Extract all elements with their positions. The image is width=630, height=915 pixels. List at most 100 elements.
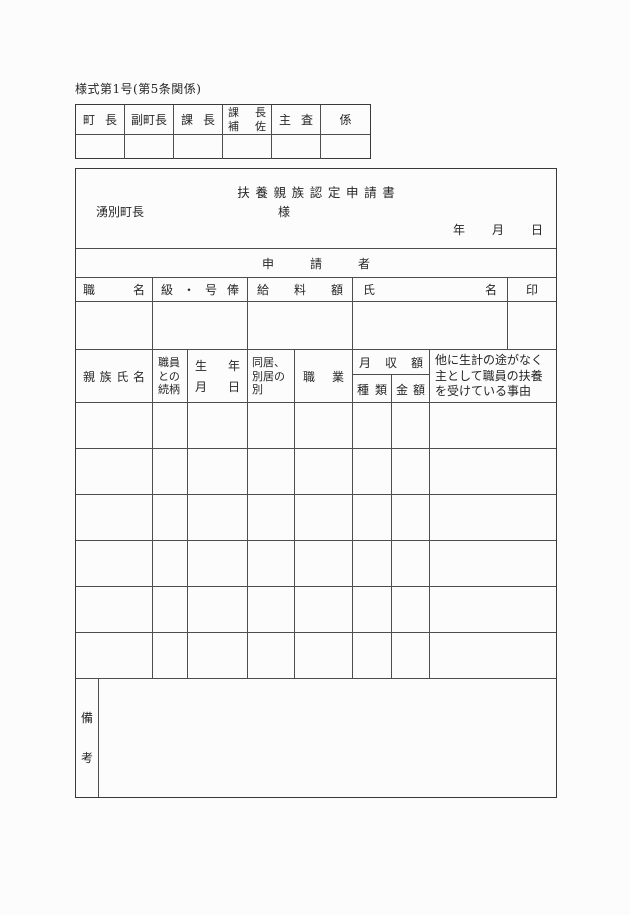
family-cell: [76, 449, 153, 494]
approval-stamp-table: 町長 副町長 課長 課長 補佐 主査 係: [75, 104, 371, 159]
family-monthly-income-header: 月収額: [353, 350, 430, 375]
family-cell: [76, 541, 153, 586]
family-cell: [295, 403, 353, 448]
applicant-section-label: 申請者: [261, 256, 406, 271]
applicant-grade-field: [153, 302, 248, 349]
family-birthdate-header: 生年 月日: [188, 350, 248, 403]
remarks-label: 備 考: [80, 711, 93, 765]
family-cell: [392, 633, 430, 678]
approval-stamp-cell: [174, 135, 223, 159]
family-cell: [392, 587, 430, 632]
family-cell: [353, 449, 392, 494]
family-cell: [430, 403, 556, 448]
approval-stamp-cell: [76, 135, 125, 159]
family-cell: [430, 495, 556, 540]
family-cell: [153, 633, 188, 678]
family-rows: [76, 403, 556, 679]
family-cell: [430, 541, 556, 586]
family-table-header: 親族氏名 職員 との 続柄 生年 月日 同居、 別居の 別 職業 月収額 種類 …: [76, 350, 556, 403]
form-title: 扶養親族認定申請書: [237, 185, 401, 200]
family-cell: [188, 449, 248, 494]
approval-header-assistant-section-chief: 課長 補佐: [223, 105, 272, 135]
honorific-label: 様: [278, 205, 291, 219]
approval-header-mayor: 町長: [76, 105, 125, 135]
approval-header-chief-examiner: 主査: [272, 105, 321, 135]
approval-stamp-cell: [321, 135, 370, 159]
family-cell: [153, 587, 188, 632]
date-line: 年 月 日: [453, 221, 556, 238]
approval-header-staff: 係: [321, 105, 370, 135]
applicant-position-field: [76, 302, 153, 349]
family-income-amount-header: 金額: [392, 375, 430, 403]
approval-stamp-cell: [223, 135, 272, 159]
addressee-line: 湧別町長 様: [76, 203, 556, 219]
family-occupation-header: 職業: [295, 350, 353, 403]
family-cell: [248, 449, 295, 494]
family-cell: [188, 633, 248, 678]
applicant-section-header: 申請者: [76, 249, 556, 278]
family-cell: [295, 587, 353, 632]
applicant-salary-header: 給料額: [248, 278, 353, 301]
form-number: 様式第1号(第5条関係): [75, 82, 202, 96]
application-form-table: 扶養親族認定申請書 湧別町長 様 年 月 日 申請者 職名 級・号俸 給料額 氏…: [75, 168, 557, 798]
applicant-name-field: [353, 302, 508, 349]
family-support-reason-header: 他に生計の途がなく 主として職員の扶養 を受けている事由: [435, 352, 544, 399]
family-cell: [392, 541, 430, 586]
family-name-header: 親族氏名: [76, 350, 153, 403]
applicant-seal-header: 印: [525, 283, 538, 297]
applicant-salary-field: [248, 302, 353, 349]
family-cell: [295, 633, 353, 678]
family-cell: [188, 541, 248, 586]
applicant-name-header: 氏名: [353, 278, 508, 301]
approval-stamp-cell: [272, 135, 321, 159]
family-row: [76, 495, 556, 541]
family-cell: [76, 495, 153, 540]
family-income-type-header: 種類: [353, 375, 392, 403]
family-cell: [295, 495, 353, 540]
family-cell: [430, 633, 556, 678]
family-cell: [153, 541, 188, 586]
family-cell: [76, 587, 153, 632]
date-month-label: 月: [491, 223, 504, 237]
remarks-field: [99, 679, 556, 797]
family-cell: [248, 587, 295, 632]
family-row: [76, 541, 556, 587]
family-cell: [392, 449, 430, 494]
date-year-label: 年: [452, 223, 465, 237]
family-row: [76, 633, 556, 679]
remarks-section: 備 考: [76, 679, 556, 797]
family-cell: [188, 495, 248, 540]
approval-header-section-chief: 課長: [174, 105, 223, 135]
family-cell: [153, 449, 188, 494]
addressee: 湧別町長: [96, 205, 145, 219]
family-cell: [353, 587, 392, 632]
family-cell: [353, 541, 392, 586]
family-row: [76, 449, 556, 495]
family-cell: [353, 403, 392, 448]
family-cell: [353, 495, 392, 540]
family-cell: [295, 449, 353, 494]
applicant-position-header: 職名: [76, 278, 153, 301]
family-cell: [188, 403, 248, 448]
family-cell: [153, 403, 188, 448]
family-cell: [392, 403, 430, 448]
approval-stamp-cell: [125, 135, 174, 159]
family-relationship-header: 職員 との 続柄: [153, 350, 188, 403]
applicant-entry-row: [76, 302, 556, 350]
family-row: [76, 587, 556, 633]
applicant-header-row: 職名 級・号俸 給料額 氏名 印: [76, 278, 556, 302]
approval-header-deputy-mayor: 副町長: [125, 105, 174, 135]
family-cell: [392, 495, 430, 540]
family-cell: [353, 633, 392, 678]
family-cell: [295, 541, 353, 586]
applicant-grade-header: 級・号俸: [153, 278, 248, 301]
title-block: 扶養親族認定申請書 湧別町長 様 年 月 日: [76, 169, 556, 249]
family-row: [76, 403, 556, 449]
applicant-seal-field: [508, 302, 556, 349]
family-cell: [248, 633, 295, 678]
family-cell: [248, 541, 295, 586]
family-cell: [188, 587, 248, 632]
family-cell: [430, 449, 556, 494]
remarks-label-cell: 備 考: [76, 679, 99, 797]
